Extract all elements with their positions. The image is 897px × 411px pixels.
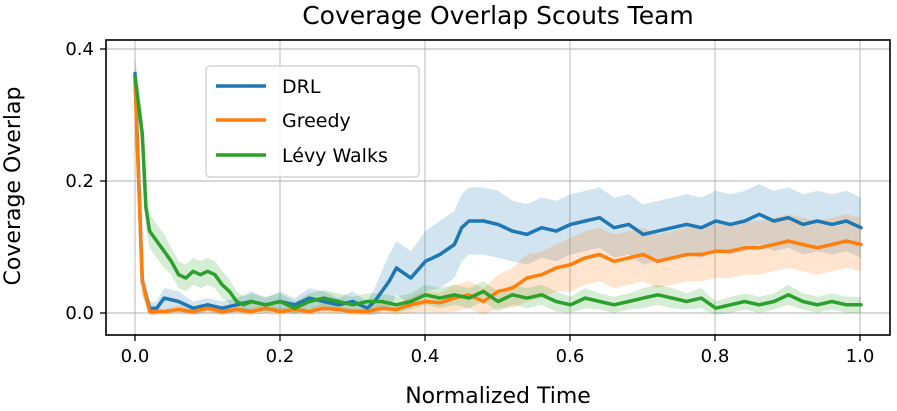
y-tick-label: 0.0: [65, 303, 94, 324]
y-axis: 0.0 0.2 0.4 Coverage Overlap: [1, 39, 106, 324]
legend-label: Lévy Walks: [282, 145, 388, 167]
x-tick-label: 1.0: [846, 346, 875, 367]
x-tick-label: 0.6: [556, 346, 585, 367]
series-lines: [133, 71, 863, 314]
x-axis: 0.0 0.2 0.4 0.6 0.8 1.0 Normalized Time: [121, 335, 875, 409]
y-axis-label: Coverage Overlap: [1, 87, 26, 286]
band-greedy: [135, 60, 861, 315]
y-tick-label: 0.4: [65, 39, 94, 60]
x-tick-label: 0.2: [266, 346, 295, 367]
legend: DRL Greedy Lévy Walks: [205, 65, 420, 178]
line-l-vy-walks: [133, 75, 863, 310]
x-axis-label: Normalized Time: [405, 384, 591, 409]
legend-box: [205, 65, 420, 178]
y-tick-label: 0.2: [65, 171, 94, 192]
x-tick-label: 0.0: [121, 346, 150, 367]
x-tick-label: 0.8: [701, 346, 730, 367]
chart-title: Coverage Overlap Scouts Team: [302, 1, 694, 30]
x-tick-label: 0.4: [411, 346, 440, 367]
plot-frame: [105, 39, 891, 336]
legend-label: Greedy: [282, 110, 351, 132]
band-drl: [135, 53, 861, 315]
band-l-vy-walks: [135, 56, 861, 315]
legend-label: DRL: [282, 76, 321, 98]
confidence-bands: [135, 53, 861, 315]
